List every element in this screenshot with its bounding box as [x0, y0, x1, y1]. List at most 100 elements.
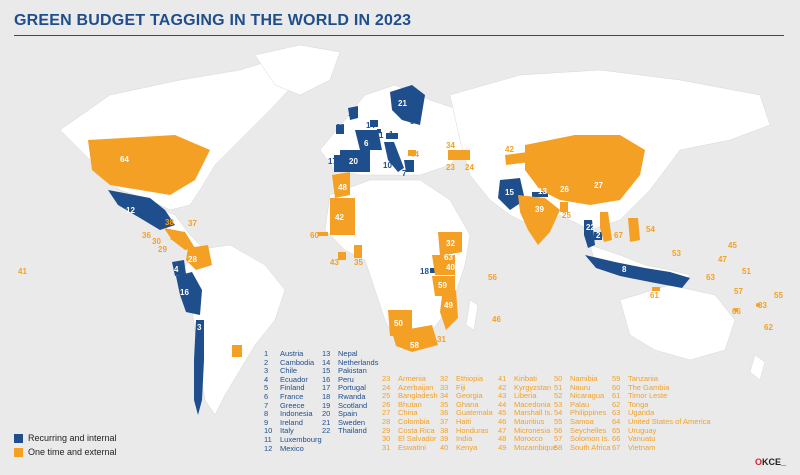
country-ethiopia: [438, 232, 462, 256]
map-label-36: 36: [142, 231, 151, 240]
map-label-5: 5: [410, 117, 415, 126]
country-number: 41: [498, 374, 507, 383]
map-label-22: 22: [586, 223, 595, 232]
country-list-item: 31 Eswatini: [382, 443, 438, 453]
country-number: 23: [382, 374, 391, 383]
country-number: 5: [264, 383, 269, 393]
country-number: 32: [440, 374, 449, 383]
onetime-countries: [88, 135, 760, 357]
country-list-item: 12 Mexico: [264, 444, 322, 454]
country-number: 1: [264, 349, 269, 358]
recurring-countries: [108, 85, 690, 415]
map-label-56: 56: [488, 273, 497, 282]
country-list-col-2: 13 Nepal 14 Netherlands 15 Pakistan 16 Peru 17 Po…: [322, 349, 378, 436]
page-title: GREEN BUDGET TAGGING IN THE WORLD IN 202…: [14, 12, 412, 29]
country-list-item: 30 El Salvador: [382, 434, 438, 444]
country-name: Mozambique: [514, 442, 557, 452]
country-peru: [176, 272, 202, 315]
country-number: 14: [322, 357, 331, 367]
country-nepal: [532, 192, 548, 197]
country-colombia: [186, 245, 212, 270]
country-list-col-1: 1 Austria 2 Cambodia 3 Chile 4 Ecuador 5 Finland 6…: [264, 349, 322, 454]
country-vanuatu: [734, 308, 738, 312]
legend: Recurring and internal One time and exte…: [14, 432, 117, 460]
legend-label-recurring: Recurring and internal: [28, 433, 117, 443]
country-list-item: 11 Luxembourg: [264, 435, 322, 445]
country-vietnam: [600, 212, 612, 242]
country-number: 3: [264, 366, 269, 376]
map-label-52: 52: [170, 233, 179, 242]
country-number: 13: [322, 349, 331, 358]
country-ghana: [354, 245, 362, 258]
country-number: 56: [554, 425, 563, 435]
country-list-item: 54 Philippines: [554, 409, 610, 418]
country-name: Tanzania: [628, 374, 659, 383]
country-list-item: 22 Thailand: [322, 427, 378, 436]
country-name: Bhutan: [398, 399, 422, 409]
country-name: Indonesia: [280, 409, 313, 419]
country-number: 58: [554, 442, 563, 452]
country-name: Tonga: [628, 399, 649, 409]
country-name: United States of America: [628, 416, 711, 426]
country-name: Uruguay: [628, 425, 657, 435]
country-netherlands: [370, 120, 378, 127]
country-list-item: 55 Samoa: [554, 416, 610, 427]
country-name: Philippines: [570, 408, 607, 418]
map-label-66: 66: [732, 307, 741, 316]
country-list-item: 9 Ireland: [264, 418, 322, 428]
country-number: 55: [554, 416, 563, 426]
country-number: 57: [554, 434, 563, 444]
country-list-item: 19 Scotland: [322, 401, 378, 411]
map-label-17: 17: [328, 157, 337, 166]
country-list-col-7: 59 Tanzania 60 The Gambia 61 Timor Leste 62 Ton…: [612, 374, 711, 452]
country-list-item: 45 Marshall Is.: [498, 409, 557, 418]
country-list-item: 27 China: [382, 409, 438, 418]
map-label-67: 67: [614, 231, 623, 240]
country-number: 62: [612, 399, 621, 409]
map-label-27: 27: [594, 181, 603, 190]
country-number: 15: [322, 366, 331, 376]
country-italy: [384, 142, 404, 172]
country-number: 40: [440, 442, 449, 452]
country-list-item: 2 Cambodia: [264, 358, 322, 368]
map-label-38: 38: [482, 158, 491, 167]
country-number: 48: [498, 434, 507, 444]
map-label-12: 12: [126, 206, 135, 215]
country-number: 33: [440, 382, 449, 392]
map-label-47: 47: [718, 255, 727, 264]
country-list-item: 29 Costa Rica: [382, 426, 438, 436]
map-label-3: 3: [197, 323, 202, 332]
country-timor-leste: [652, 287, 660, 291]
country-name: Armenia: [398, 374, 426, 383]
country-name: Kyrgyzstan: [514, 382, 552, 392]
map-label-64: 64: [120, 155, 129, 164]
country-number: 38: [440, 425, 449, 435]
country-number: 50: [554, 374, 563, 383]
country-name: South Africa: [570, 442, 611, 452]
country-number: 64: [612, 416, 621, 426]
country-name: Chile: [280, 366, 298, 376]
country-name: Kenya: [456, 442, 478, 452]
country-name: Ecuador: [280, 374, 308, 384]
country-indonesia: [585, 255, 690, 288]
map-label-18: 18: [420, 267, 429, 276]
country-name: Marshall Is.: [514, 408, 553, 418]
country-list-item: 62 Tonga: [612, 399, 711, 410]
country-name: Nauru: [570, 382, 591, 392]
country-number: 45: [498, 408, 507, 418]
country-name: Fiji: [456, 382, 466, 392]
country-number: 36: [440, 408, 449, 418]
country-name: Thailand: [338, 426, 367, 436]
country-morocco: [332, 172, 350, 198]
map-label-11: 11: [375, 131, 384, 140]
map-label-65: 65: [232, 349, 241, 358]
map-label-31: 31: [437, 335, 446, 344]
country-list-item: 16 Peru: [322, 375, 378, 385]
country-number: 27: [382, 408, 391, 418]
map-label-55: 55: [774, 291, 783, 300]
map-label-50: 50: [394, 319, 403, 328]
country-list-col-5: 41 Kiribati 42 Kyrgyzstan 43 Liberia 44 Macedon…: [498, 374, 557, 452]
map-label-34: 34: [446, 141, 455, 150]
country-list-item: 41 Kiribati: [498, 374, 557, 384]
